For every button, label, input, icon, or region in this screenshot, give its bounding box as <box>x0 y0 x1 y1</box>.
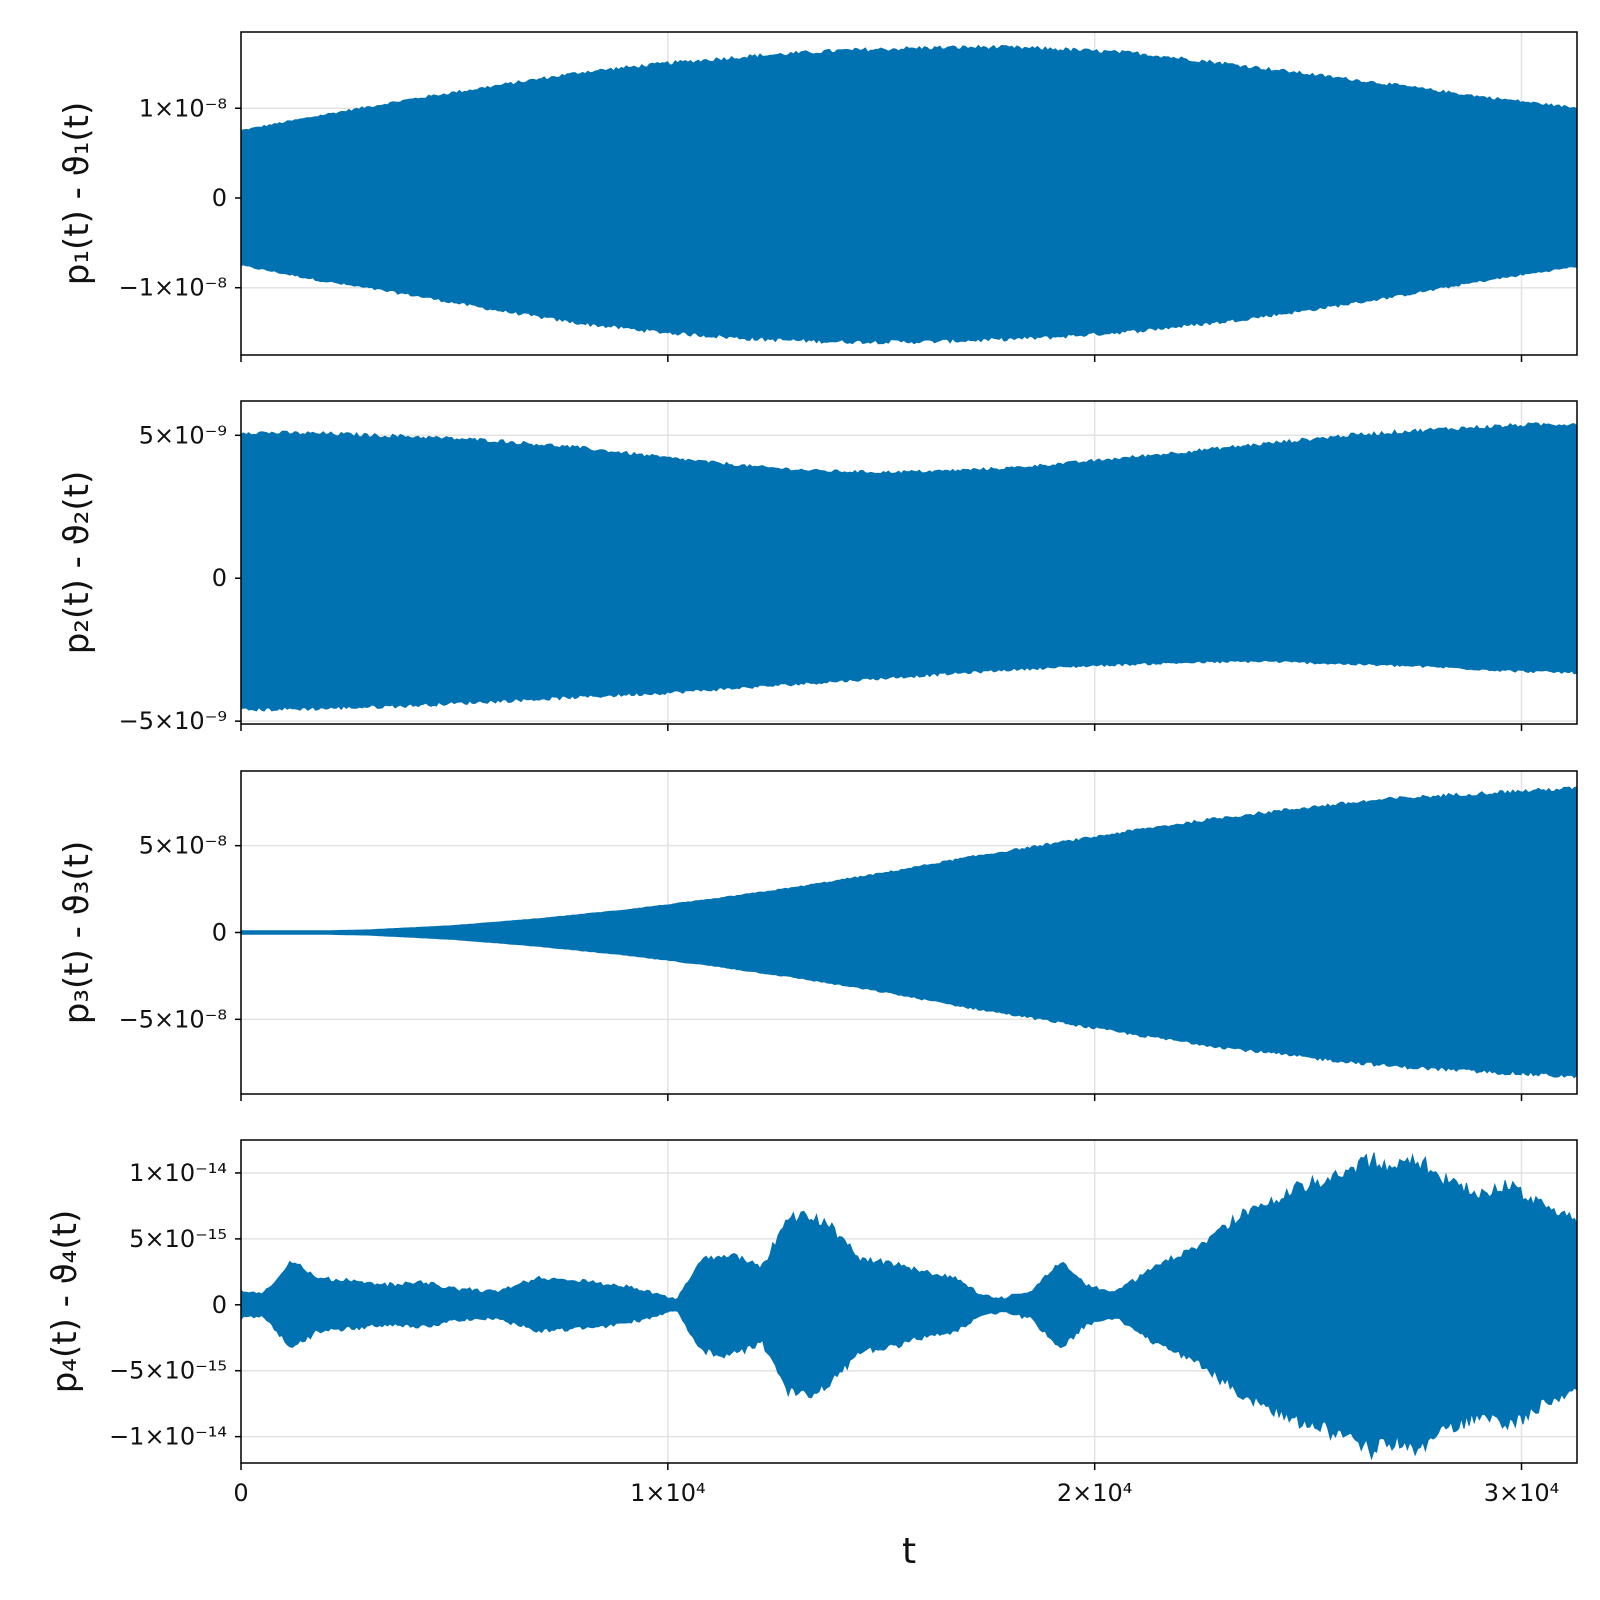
y-tick-label: 0 <box>212 184 227 212</box>
y-tick-label: 5×10⁻⁸ <box>139 832 227 860</box>
y-axis-label: p₂(t) - ϑ₂(t) <box>57 471 97 655</box>
y-tick-label: −5×10⁻⁹ <box>119 707 227 735</box>
x-tick-label: 1×10⁴ <box>630 1479 706 1507</box>
x-tick-label: 0 <box>233 1479 248 1507</box>
y-tick-label: 5×10⁻¹⁵ <box>129 1225 227 1253</box>
x-tick-label: 2×10⁴ <box>1057 1479 1133 1507</box>
x-tick-label: 3×10⁴ <box>1484 1479 1560 1507</box>
panel-1: 1×10⁻⁸ 0 −1×10⁻⁸ p₁(t) - ϑ₁(t) <box>57 31 1578 362</box>
y-tick-label: 0 <box>212 1291 227 1319</box>
series-1-band <box>240 44 1578 345</box>
y-tick-label: −5×10⁻¹⁵ <box>109 1357 227 1385</box>
y-tick-label: 0 <box>212 564 227 592</box>
axes-frame <box>240 31 1578 356</box>
y-axis-label: p₃(t) - ϑ₃(t) <box>57 841 97 1025</box>
panel-3: 5×10⁻⁸ 0 −5×10⁻⁸ p₃(t) - ϑ₃(t) <box>57 770 1578 1101</box>
y-tick-label: −1×10⁻⁸ <box>119 274 227 302</box>
y-tick-label: 5×10⁻⁹ <box>139 421 227 449</box>
panel-4: 1×10⁻¹⁴5×10⁻¹⁵0−5×10⁻¹⁵−1×10⁻¹⁴0 1×10⁴ 2×1… <box>45 1139 1578 1572</box>
x-axis-label: t <box>902 1531 916 1572</box>
axes-frame <box>240 400 1578 725</box>
y-tick-label: −5×10⁻⁸ <box>119 1005 227 1033</box>
series-4-band <box>240 1152 1578 1461</box>
y-tick-label: −1×10⁻¹⁴ <box>109 1423 227 1451</box>
panel-2: 5×10⁻⁹ 0 −5×10⁻⁹ p₂(t) - ϑ₂(t) <box>57 400 1578 735</box>
series-3-band <box>240 786 1578 1079</box>
y-tick-label: 1×10⁻⁸ <box>139 94 227 122</box>
y-tick-label: 1×10⁻¹⁴ <box>129 1159 227 1187</box>
y-tick-label: 0 <box>212 919 227 947</box>
y-axis-label: p₄(t) - ϑ₄(t) <box>45 1210 85 1394</box>
y-axis-label: p₁(t) - ϑ₁(t) <box>57 102 97 286</box>
axes-frame <box>240 1139 1578 1464</box>
series-2-band <box>240 422 1578 712</box>
